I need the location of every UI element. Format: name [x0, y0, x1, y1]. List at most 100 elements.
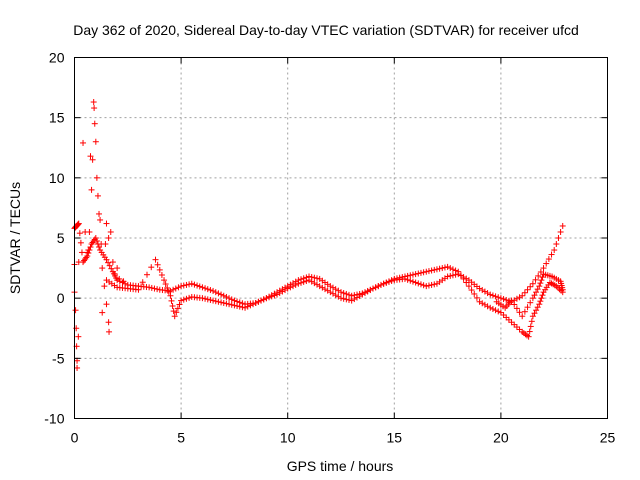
data-point — [226, 295, 233, 302]
data-point — [260, 296, 267, 303]
data-point — [338, 289, 344, 296]
data-point — [180, 282, 187, 289]
data-point — [74, 221, 81, 228]
data-point — [167, 292, 174, 299]
data-point — [287, 284, 294, 291]
data-point — [116, 275, 123, 282]
y-tick-label: 15 — [49, 110, 65, 126]
data-point — [168, 297, 175, 304]
data-point — [218, 299, 225, 306]
data-point — [135, 286, 142, 293]
data-point — [242, 304, 249, 311]
x-axis-label: GPS time / hours — [287, 458, 394, 474]
data-point — [75, 259, 82, 266]
data-point — [345, 291, 352, 298]
data-point — [508, 297, 515, 304]
data-point — [553, 241, 560, 248]
data-point — [94, 192, 101, 199]
data-point — [228, 296, 235, 303]
data-point — [377, 281, 384, 288]
data-point — [91, 120, 98, 127]
data-point — [531, 292, 538, 299]
data-point — [407, 272, 414, 279]
data-point — [524, 286, 531, 293]
data-point — [101, 283, 108, 290]
data-point — [105, 259, 112, 266]
data-point — [526, 328, 533, 335]
data-point — [87, 244, 94, 251]
x-tick-label: 15 — [387, 430, 403, 446]
data-point — [447, 265, 454, 272]
data-point — [380, 280, 387, 287]
data-point — [164, 284, 171, 291]
data-point — [519, 292, 526, 299]
data-point — [226, 301, 233, 308]
x-tick-label: 5 — [177, 430, 185, 446]
data-point — [447, 272, 454, 279]
x-tick-label: 25 — [600, 430, 616, 446]
data-point — [220, 292, 227, 299]
data-point — [548, 251, 555, 258]
data-point — [298, 279, 305, 286]
data-point — [340, 295, 347, 302]
data-point — [102, 241, 109, 248]
data-point — [105, 319, 112, 326]
data-point — [399, 274, 406, 281]
data-point — [212, 298, 219, 305]
data-point — [183, 281, 190, 288]
data-point — [97, 216, 104, 223]
data-point — [204, 286, 211, 293]
data-point — [139, 279, 146, 286]
data-point — [527, 283, 534, 290]
data-point — [290, 283, 297, 290]
data-point — [96, 210, 103, 217]
data-point — [559, 286, 566, 293]
data-point — [207, 287, 214, 294]
data-point — [412, 271, 419, 278]
data-point — [536, 301, 543, 308]
data-point — [92, 235, 99, 241]
data-point — [106, 328, 113, 335]
data-point — [525, 333, 532, 340]
y-tick-label: 0 — [57, 290, 65, 306]
data-point — [171, 313, 178, 320]
data-point — [151, 285, 158, 292]
data-point — [449, 272, 456, 279]
data-point — [295, 280, 302, 287]
data-point — [460, 275, 467, 282]
data-point — [345, 296, 352, 303]
data-point — [215, 298, 222, 305]
data-point — [444, 273, 451, 280]
data-point — [175, 284, 182, 291]
data-point — [311, 274, 318, 281]
data-point — [186, 281, 193, 288]
data-point — [169, 302, 176, 309]
chart-title: Day 362 of 2020, Sidereal Day-to-day VTE… — [73, 22, 579, 38]
data-point — [473, 294, 480, 301]
data-point — [252, 299, 259, 306]
data-point — [393, 275, 400, 282]
data-point — [120, 278, 127, 285]
data-point — [78, 249, 85, 256]
data-point — [215, 290, 222, 297]
data-point — [77, 239, 84, 246]
y-axis-label: SDTVAR / TECUs — [7, 182, 23, 294]
data-point — [533, 289, 540, 296]
data-point — [433, 266, 440, 273]
data-point — [268, 293, 275, 300]
data-point — [156, 266, 163, 273]
data-point — [468, 287, 475, 294]
data-point — [239, 304, 246, 311]
data-point — [401, 273, 408, 280]
data-point — [540, 265, 547, 272]
data-point — [428, 281, 435, 288]
data-point — [452, 267, 459, 274]
y-tick-label: -10 — [44, 411, 64, 427]
data-point — [521, 289, 528, 296]
data-point — [255, 298, 262, 305]
data-point — [538, 277, 545, 284]
data-point — [533, 307, 540, 314]
data-point — [465, 283, 472, 290]
data-point — [396, 274, 403, 281]
